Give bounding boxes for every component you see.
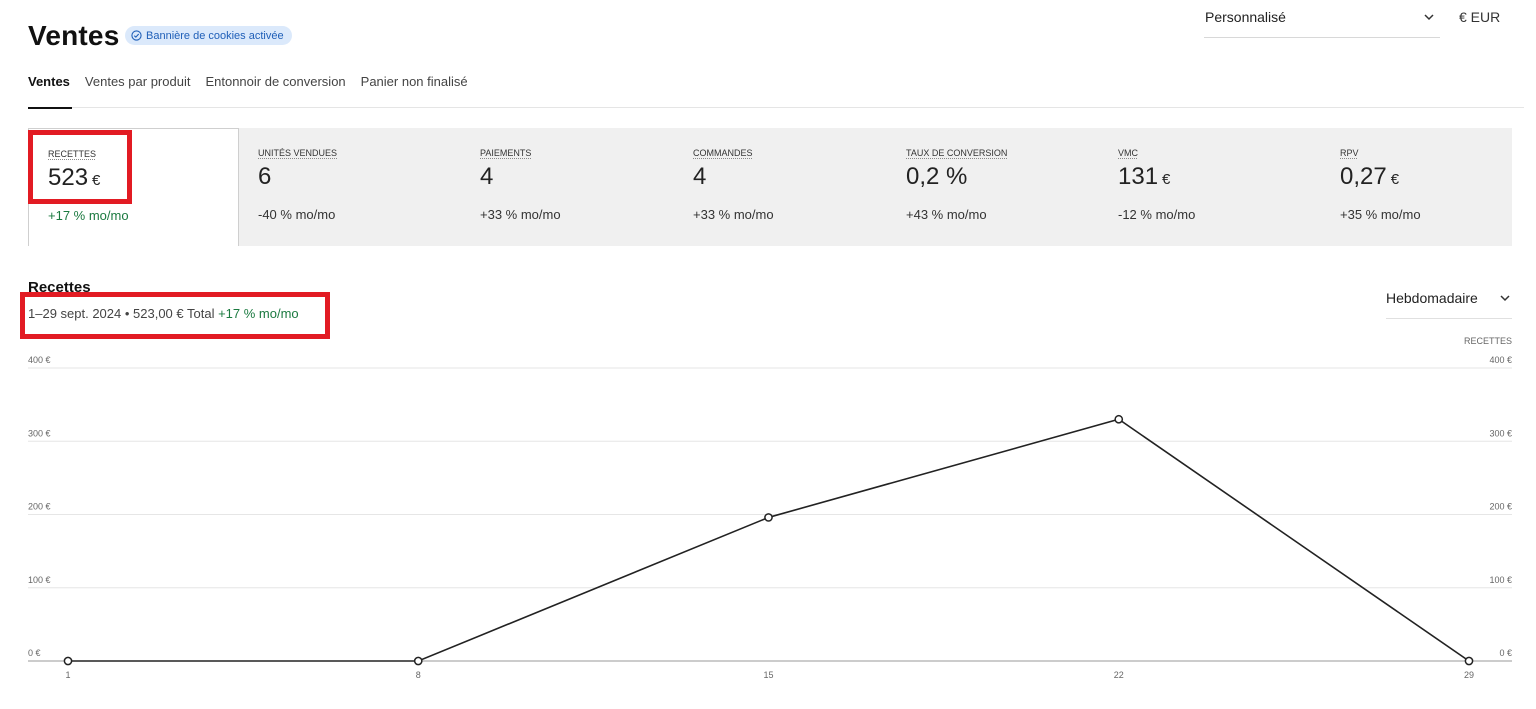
metric-label: RECETTES [48,149,97,159]
x-tick-label: 22 [1114,670,1124,680]
x-tick-label: 8 [416,670,421,680]
metrics-strip: RECETTES 523 € +17 % mo/mo UNITÉS VENDUES… [28,128,1512,246]
check-circle-icon [131,30,142,41]
data-point [1464,656,1474,666]
metric-delta: +33 % mo/mo [693,207,774,222]
x-tick-label: 29 [1464,670,1474,680]
metric-value: 0,27 € [1340,163,1400,190]
y-tick-label-left: 100 € [28,575,51,585]
metric-card-paiements[interactable]: PAIEMENTS 4 +33 % mo/mo [461,128,674,246]
chart-summary-period: 1–29 sept. 2024 • 523,00 € Total [28,306,215,321]
chevron-down-icon [1424,14,1434,21]
cookie-banner-badge[interactable]: Bannière de cookies activée [125,26,292,45]
page-header: Ventes Bannière de cookies activée [28,18,1528,58]
metric-card-commandes[interactable]: COMMANDES 4 +33 % mo/mo [674,128,887,246]
metric-delta: +17 % mo/mo [48,208,129,223]
metric-card-taux-de-conversion[interactable]: TAUX DE CONVERSION 0,2 % +43 % mo/mo [887,128,1099,246]
y-tick-label-left: 300 € [28,428,51,438]
cookie-badge-label: Bannière de cookies activée [146,29,284,42]
y-tick-label-right: 0 € [1499,648,1512,658]
y-tick-label-right: 400 € [1489,355,1512,365]
x-tick-label: 15 [763,670,773,680]
data-point [413,656,423,666]
data-point [1114,414,1124,424]
metric-label: RPV [1340,148,1359,158]
interval-select-value: Hebdomadaire [1386,290,1478,306]
y-tick-label-left: 0 € [28,648,41,658]
metric-delta: +43 % mo/mo [906,207,987,222]
metric-value: 131 € [1118,163,1171,190]
metric-delta: -12 % mo/mo [1118,207,1196,222]
page-title: Ventes [28,20,120,51]
tab-ventes[interactable]: Ventes [28,74,78,109]
data-point [764,513,773,522]
y-tick-label-right: 300 € [1489,428,1512,438]
chart-title: Recettes [28,279,91,296]
tab-panier-non-finalise[interactable]: Panier non finalisé [360,74,468,89]
metric-label: TAUX DE CONVERSION [906,148,1008,158]
recettes-line-chart: RECETTES 0 € 0 € 100 € 100 € 200 € 200 € 300 € 3… [28,336,1512,680]
metric-card-vmc[interactable]: VMC 131 € -12 % mo/mo [1099,128,1321,246]
currency-selector[interactable]: € EUR [1459,9,1501,25]
metric-label: PAIEMENTS [480,148,532,158]
data-point [63,656,73,666]
chart-summary-delta: +17 % mo/mo [218,306,299,321]
y-tick-label-right: 100 € [1489,575,1512,585]
right-axis-label: RECETTES [1464,336,1512,346]
y-tick-label-left: 200 € [28,502,51,512]
chart-summary: 1–29 sept. 2024 • 523,00 € Total +17 % m… [28,306,299,321]
period-select-value: Personnalisé [1205,9,1286,25]
metric-card-unites-vendues[interactable]: UNITÉS VENDUES 6 -40 % mo/mo [239,128,461,246]
y-tick-label-left: 400 € [28,355,51,365]
report-tabs: Ventes Ventes par produit Entonnoir de c… [28,74,1524,109]
tab-ventes-par-produit[interactable]: Ventes par produit [84,74,191,89]
metric-value: 4 [693,163,707,190]
metric-delta: -40 % mo/mo [258,207,336,222]
highlight-box-recettes [28,130,132,204]
series-line [68,418,1470,662]
period-select[interactable]: Personnalisé [1204,0,1440,38]
tab-entonnoir-de-conversion[interactable]: Entonnoir de conversion [205,74,346,89]
highlight-box-summary [20,292,330,339]
metric-value: 4 [480,163,494,190]
metric-value: 523 € [48,164,101,191]
metric-label: VMC [1118,148,1138,158]
chevron-down-icon [1500,295,1510,302]
interval-select[interactable]: Hebdomadaire [1386,282,1512,319]
metric-value: 0,2 % [906,163,968,190]
metric-label: COMMANDES [693,148,753,158]
metric-label: UNITÉS VENDUES [258,148,338,158]
y-tick-label-right: 200 € [1489,502,1512,512]
metric-delta: +33 % mo/mo [480,207,561,222]
metric-value: 6 [258,163,272,190]
metric-card-rpv[interactable]: RPV 0,27 € +35 % mo/mo [1321,128,1512,246]
x-tick-label: 1 [65,670,70,680]
metric-delta: +35 % mo/mo [1340,207,1421,222]
